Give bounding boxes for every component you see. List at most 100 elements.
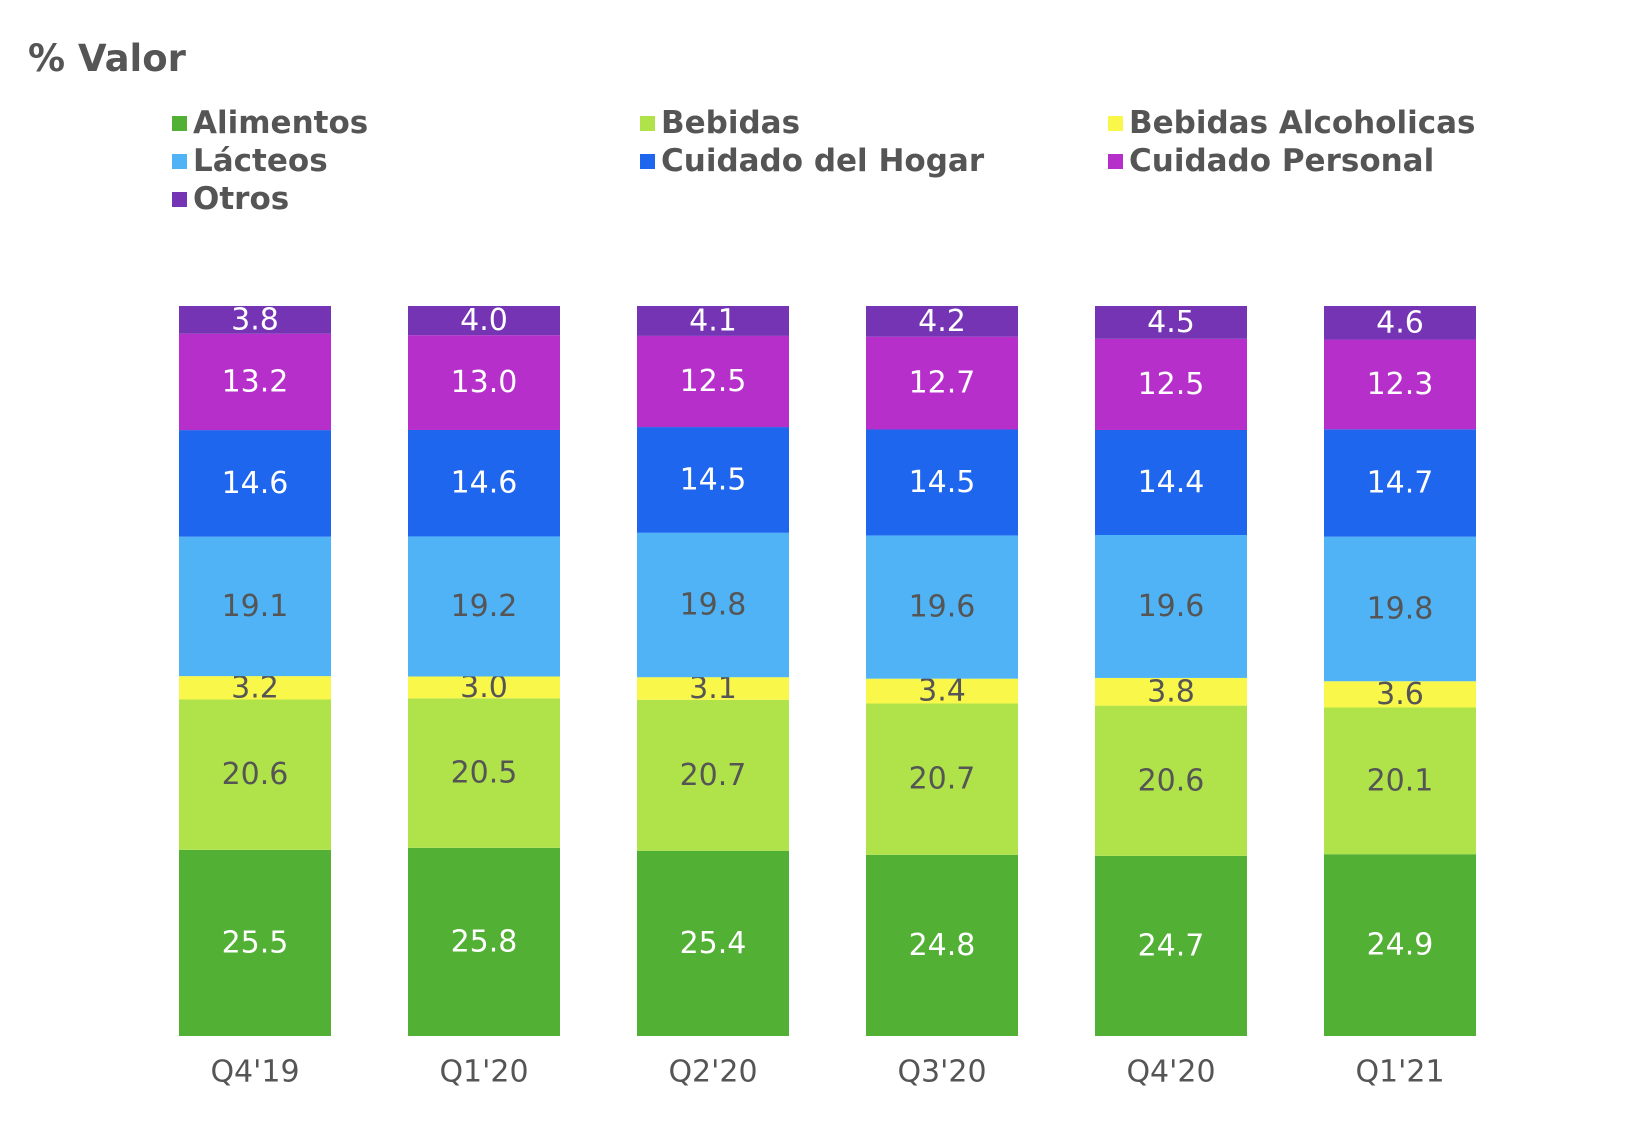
data-label: 19.2 [451, 589, 518, 624]
bar-segment [408, 676, 560, 699]
data-label: 13.2 [222, 364, 289, 399]
bar-segment [179, 333, 331, 431]
data-label: 13.0 [451, 365, 518, 400]
data-label: 14.5 [680, 462, 747, 497]
bar-segment [1095, 855, 1247, 1036]
data-label: 24.8 [909, 928, 976, 963]
data-label: 19.6 [909, 590, 976, 625]
bar-segment [637, 677, 789, 700]
data-label: 25.8 [451, 924, 518, 959]
legend-item: Alimentos [172, 104, 640, 142]
data-label: 20.7 [680, 758, 747, 793]
legend-swatch [1108, 115, 1123, 131]
data-label: 14.7 [1367, 466, 1434, 501]
data-label: 12.5 [1138, 367, 1205, 402]
bar-segment [408, 306, 560, 336]
bar-segment [1324, 536, 1476, 682]
bar-segment [179, 430, 331, 537]
x-tick-label: Q4'20 [1126, 1055, 1215, 1090]
data-label: 24.9 [1367, 928, 1434, 963]
data-label: 12.5 [680, 364, 747, 399]
legend-item: Bebidas Alcoholicas [1108, 104, 1502, 142]
bar-segment [408, 698, 560, 848]
bar-segment [866, 535, 1018, 679]
data-label: 3.6 [1376, 677, 1424, 712]
data-label: 20.6 [222, 757, 289, 792]
legend-label: Bebidas Alcoholicas [1129, 105, 1476, 141]
bar-segment [1095, 705, 1247, 856]
data-label: 12.7 [909, 366, 976, 401]
bar-segment [637, 850, 789, 1036]
data-label: 3.8 [1147, 674, 1195, 709]
bar-segment [408, 536, 560, 677]
bar-segment [1324, 339, 1476, 430]
bar-segment [1324, 854, 1476, 1036]
data-label: 24.7 [1138, 928, 1205, 963]
legend: Alimentos Bebidas Bebidas Alcoholicas Lácte… [172, 104, 1502, 218]
bar-segment [637, 306, 789, 336]
x-tick-label: Q1'21 [1355, 1055, 1444, 1090]
data-label: 4.5 [1147, 305, 1195, 340]
legend-item: Otros [172, 180, 640, 218]
data-label: 14.6 [222, 466, 289, 501]
bar-segment [179, 306, 331, 334]
legend-label: Bebidas [661, 105, 801, 141]
legend-item: Lácteos [172, 142, 640, 180]
bar-segment [1095, 677, 1247, 706]
data-label: 14.6 [451, 466, 518, 501]
bar-segment [1095, 534, 1247, 678]
bar-segment [866, 429, 1018, 536]
legend-swatch [172, 153, 187, 169]
legend-swatch [1108, 153, 1123, 169]
bar-segment [1095, 429, 1247, 535]
legend-label: Lácteos [193, 143, 328, 179]
bar-segment [637, 699, 789, 851]
legend-swatch [640, 153, 655, 169]
data-label: 20.7 [909, 762, 976, 797]
legend-swatch [172, 115, 187, 131]
data-label: 20.6 [1138, 763, 1205, 798]
bar-segment [179, 536, 331, 677]
x-tick-label: Q2'20 [668, 1055, 757, 1090]
legend-item: Cuidado Personal [1108, 142, 1502, 180]
bar-segment [1095, 306, 1247, 339]
x-tick-label: Q1'20 [439, 1055, 528, 1090]
data-label: 19.6 [1138, 589, 1205, 624]
data-label: 14.4 [1138, 465, 1205, 500]
data-label: 19.8 [1367, 591, 1434, 626]
data-label: 4.0 [460, 303, 508, 338]
bar-segment [637, 335, 789, 428]
chart-title: % Valor [28, 37, 186, 80]
bar-segment [1324, 707, 1476, 855]
legend-item: Cuidado del Hogar [640, 142, 1108, 180]
data-label: 3.2 [231, 670, 279, 705]
bar-segment [637, 532, 789, 678]
bar-segment [866, 306, 1018, 337]
data-label: 14.5 [909, 465, 976, 500]
bar-segment [408, 335, 560, 430]
data-label: 3.8 [231, 302, 279, 337]
bar-segment [637, 427, 789, 533]
bar-segment [408, 847, 560, 1036]
data-label: 25.4 [680, 926, 747, 961]
data-label: 20.1 [1367, 763, 1434, 798]
data-label: 20.5 [451, 756, 518, 791]
legend-swatch [640, 115, 655, 131]
data-label: 19.8 [680, 588, 747, 623]
legend-swatch [172, 191, 187, 207]
bar-segment [179, 699, 331, 850]
legend-label: Cuidado del Hogar [661, 143, 985, 179]
bar-segment [866, 336, 1018, 430]
bar-segment [866, 854, 1018, 1036]
data-label: 4.2 [918, 304, 966, 339]
data-label: 3.4 [918, 674, 966, 709]
bar-segment [866, 703, 1018, 855]
x-tick-label: Q4'19 [210, 1055, 299, 1090]
legend-label: Otros [193, 181, 290, 217]
bar-segment [408, 429, 560, 537]
data-label: 12.3 [1367, 367, 1434, 402]
bar-segment [866, 678, 1018, 704]
bar-segment [1095, 338, 1247, 430]
legend-label: Cuidado Personal [1129, 143, 1435, 179]
